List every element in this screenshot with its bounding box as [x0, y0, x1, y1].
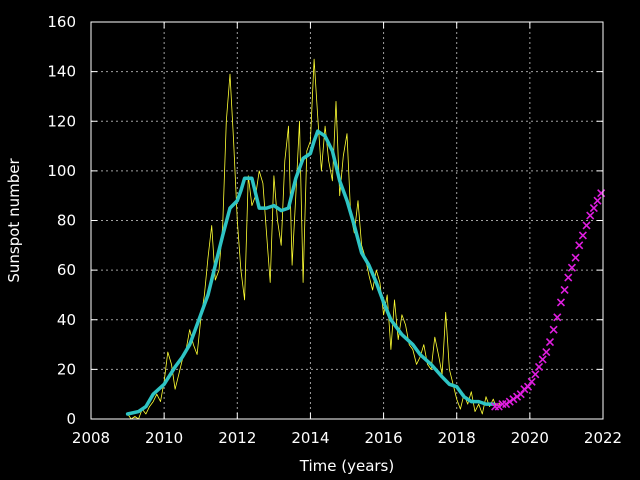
- predicted-point: [531, 370, 540, 379]
- predicted-point: [593, 196, 602, 205]
- predicted-point: [498, 400, 507, 409]
- predicted-point: [502, 400, 511, 409]
- predicted-point: [560, 285, 569, 295]
- predicted-point: [549, 325, 558, 334]
- smoothed-series-line: [125, 129, 496, 416]
- monthly-series-line: [127, 58, 502, 420]
- predicted-point: [564, 273, 573, 282]
- x-tick-label: 2022: [584, 429, 622, 447]
- predicted-point: [586, 211, 595, 220]
- predicted-point: [545, 338, 555, 347]
- predicted-point: [494, 402, 503, 411]
- predicted-point: [597, 189, 606, 198]
- predicted-point: [556, 298, 566, 307]
- grid-layer: [91, 22, 603, 419]
- y-tick-label: 80: [57, 212, 76, 230]
- predicted-point: [512, 392, 522, 401]
- y-axis-title: Sunspot number: [5, 158, 23, 283]
- x-tick-label: 2018: [438, 429, 476, 447]
- x-tick-label: 2014: [291, 429, 329, 447]
- predicted-point: [527, 377, 536, 386]
- predicted-point: [505, 397, 514, 406]
- x-tick-label: 2008: [72, 429, 110, 447]
- y-tick-label: 100: [47, 162, 76, 180]
- y-tick-label: 140: [47, 63, 76, 81]
- predicted-point: [582, 221, 591, 230]
- predicted-point: [575, 241, 584, 250]
- x-tick-label: 2010: [145, 429, 183, 447]
- y-tick-label: 120: [47, 112, 76, 130]
- predicted-point: [534, 362, 544, 371]
- predicted-point: [571, 253, 580, 262]
- predicted-point: [567, 263, 576, 272]
- predicted-series: [491, 189, 606, 411]
- y-tick-label: 60: [57, 261, 76, 279]
- predicted-point: [578, 231, 587, 240]
- x-tick-label: 2016: [364, 429, 402, 447]
- predicted-point: [520, 385, 529, 394]
- ticks-layer: [90, 21, 604, 420]
- predicted-point: [589, 204, 598, 213]
- predicted-point: [509, 395, 518, 404]
- predicted-point: [542, 347, 551, 357]
- y-tick-label: 0: [66, 410, 76, 428]
- predicted-point: [553, 313, 562, 322]
- series-layer: [125, 58, 606, 420]
- y-tick-label: 20: [57, 360, 76, 378]
- y-tick-label: 40: [57, 311, 76, 329]
- predicted-point: [516, 390, 525, 399]
- x-axis-title: Time (years): [299, 457, 394, 475]
- predicted-point: [538, 355, 547, 364]
- x-tick-label: 2012: [218, 429, 256, 447]
- predicted-point: [523, 382, 533, 391]
- x-tick-label: 2020: [511, 429, 549, 447]
- tick-labels: 2008 2010 2012 2014 2016 2018 2020 2022 0 20 40 60 8…: [47, 13, 622, 447]
- y-tick-label: 160: [47, 13, 76, 31]
